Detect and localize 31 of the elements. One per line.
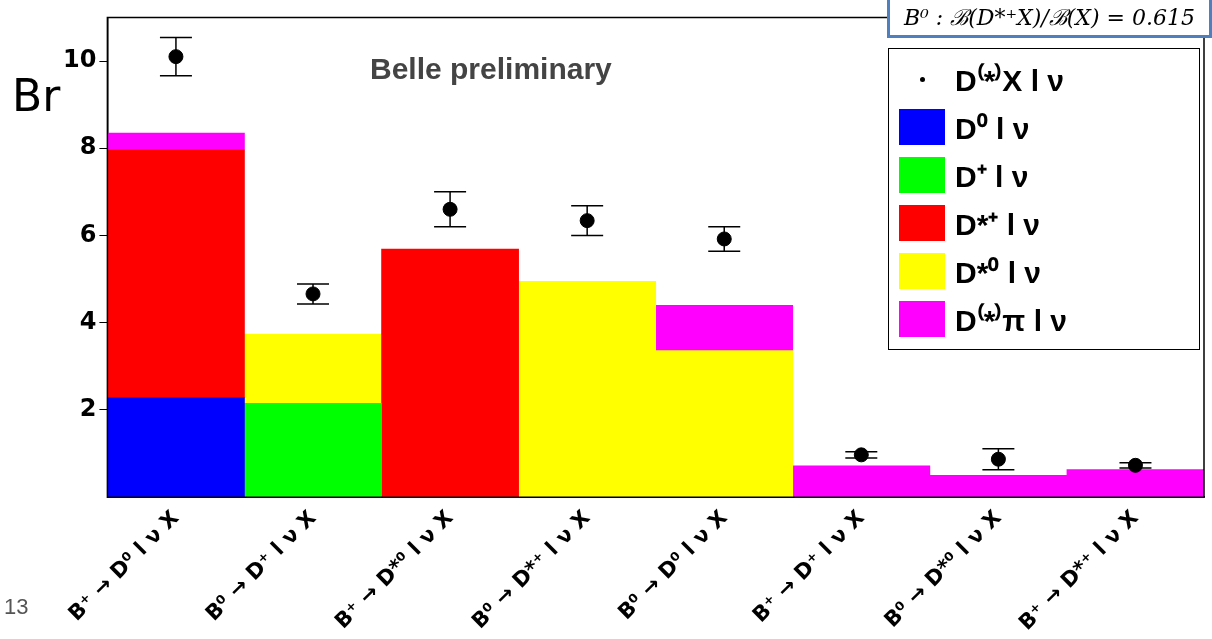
annotation: Belle preliminary (370, 52, 612, 86)
x-tick-label: B⁰ → D⁰ l ν X (613, 505, 732, 625)
y-tick-label: 8 (79, 132, 97, 161)
text: 13 (4, 594, 29, 620)
x-tick-label: B⁺ → D⁰ l ν X (63, 505, 184, 626)
y-tick-label: 10 (62, 45, 97, 74)
x-tick-label: B⁰ → D*⁰ l ν X (879, 505, 1006, 632)
x-tick-label: B⁺ → D⁺ l ν X (747, 505, 869, 627)
bar (244, 403, 382, 498)
legend-label: D*⁺ l ν (955, 206, 1041, 243)
x-tick-label: B⁺ → D*⁺ l ν X (1013, 505, 1143, 635)
legend-label: D⁺ l ν (955, 158, 1029, 195)
bar (107, 149, 245, 399)
legend-label: D⁰ l ν (955, 110, 1030, 147)
point (990, 451, 1006, 467)
bar (244, 333, 382, 404)
x-tick-label: B⁰ → D⁺ l ν X (200, 505, 321, 626)
x-tick-label: B⁺ → D*⁰ l ν X (329, 505, 458, 634)
bar (655, 304, 794, 351)
y-axis-title: Br (12, 70, 61, 121)
y-tick-label: 6 (79, 219, 97, 248)
legend-label: D⁽*⁾π l ν (955, 302, 1067, 339)
bar (381, 248, 519, 498)
annotation: B⁰ : ℬ(D*⁺X)/ℬ(X) = 0.615 (886, 0, 1212, 38)
legend-label: D⁽*⁾X l ν (955, 62, 1065, 99)
bar (107, 397, 245, 498)
y-tick-label: 4 (79, 306, 97, 335)
y-tick-label: 2 (79, 394, 97, 423)
bar (107, 132, 245, 151)
x-tick-label: B⁰ → D*⁺ l ν X (466, 505, 595, 634)
legend-label: D*⁰ l ν (955, 254, 1042, 291)
